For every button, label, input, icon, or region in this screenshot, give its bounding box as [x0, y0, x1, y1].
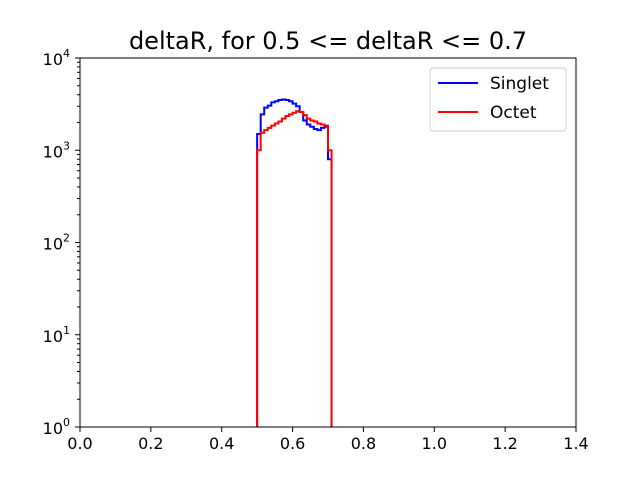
x-tick-label: 1.4 [563, 434, 588, 453]
y-tick-base: 10 [43, 235, 63, 254]
series-line-octet [256, 110, 333, 427]
y-tick-base: 10 [43, 419, 63, 438]
x-tick-label: 0.8 [351, 434, 376, 453]
y-tick-base: 10 [43, 50, 63, 69]
x-tick-label: 0.4 [209, 434, 234, 453]
x-tick-label: 0.6 [280, 434, 305, 453]
x-tick-label: 0.0 [67, 434, 92, 453]
y-tick-label: 102 [43, 232, 70, 254]
y-tick-base: 10 [43, 327, 63, 346]
legend-label-singlet: Singlet [490, 74, 549, 94]
y-tick-exponent: 4 [63, 47, 70, 60]
x-axis-ticks: 0.0 0.2 0.4 0.6 0.8 1.0 1.2 1.4 [67, 427, 589, 453]
x-tick-label: 1.0 [422, 434, 447, 453]
y-tick-label: 103 [43, 139, 70, 161]
y-tick-exponent: 3 [63, 139, 70, 152]
y-tick-exponent: 0 [63, 416, 70, 429]
y-tick-label: 101 [43, 324, 70, 346]
y-tick-label: 100 [43, 416, 70, 438]
plot-area [256, 98, 333, 427]
x-tick-label: 0.2 [138, 434, 163, 453]
y-tick-exponent: 1 [63, 324, 70, 337]
legend-label-octet: Octet [490, 103, 537, 123]
x-tick-label: 1.2 [492, 434, 517, 453]
series-line-singlet [256, 98, 333, 427]
y-tick-base: 10 [43, 142, 63, 161]
y-tick-exponent: 2 [63, 232, 70, 245]
legend: Singlet Octet [429, 67, 567, 132]
chart-title: deltaR, for 0.5 <= deltaR <= 0.7 [129, 27, 527, 55]
y-tick-label: 104 [43, 47, 70, 69]
